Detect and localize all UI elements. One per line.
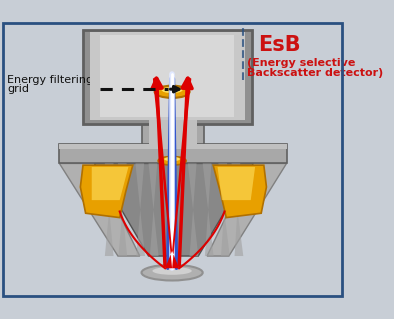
Polygon shape <box>105 163 113 256</box>
Bar <box>59 144 286 163</box>
Ellipse shape <box>152 267 192 275</box>
Polygon shape <box>94 163 253 256</box>
Polygon shape <box>207 163 286 256</box>
Ellipse shape <box>162 87 182 93</box>
Polygon shape <box>188 163 198 256</box>
Bar <box>59 144 286 149</box>
Ellipse shape <box>154 86 190 98</box>
Polygon shape <box>92 167 128 200</box>
Text: grid: grid <box>7 84 29 94</box>
Text: EsB: EsB <box>258 35 300 56</box>
Polygon shape <box>172 76 191 268</box>
Polygon shape <box>232 163 243 256</box>
Bar <box>83 30 252 124</box>
Bar <box>90 33 245 120</box>
Bar <box>142 102 204 144</box>
Text: Backscatter detector): Backscatter detector) <box>247 69 383 78</box>
Polygon shape <box>213 165 266 218</box>
Text: (Energy selective: (Energy selective <box>247 58 356 68</box>
Ellipse shape <box>158 156 186 165</box>
Polygon shape <box>118 163 127 256</box>
Polygon shape <box>59 163 140 256</box>
Polygon shape <box>153 76 172 268</box>
Polygon shape <box>80 165 133 218</box>
Polygon shape <box>136 163 145 256</box>
Bar <box>149 102 197 144</box>
Polygon shape <box>218 163 230 256</box>
Polygon shape <box>217 167 255 200</box>
Polygon shape <box>203 163 214 256</box>
Ellipse shape <box>164 157 180 161</box>
Bar <box>100 35 234 117</box>
Text: Energy filtering: Energy filtering <box>7 75 93 85</box>
Polygon shape <box>149 163 158 256</box>
Ellipse shape <box>141 265 203 280</box>
